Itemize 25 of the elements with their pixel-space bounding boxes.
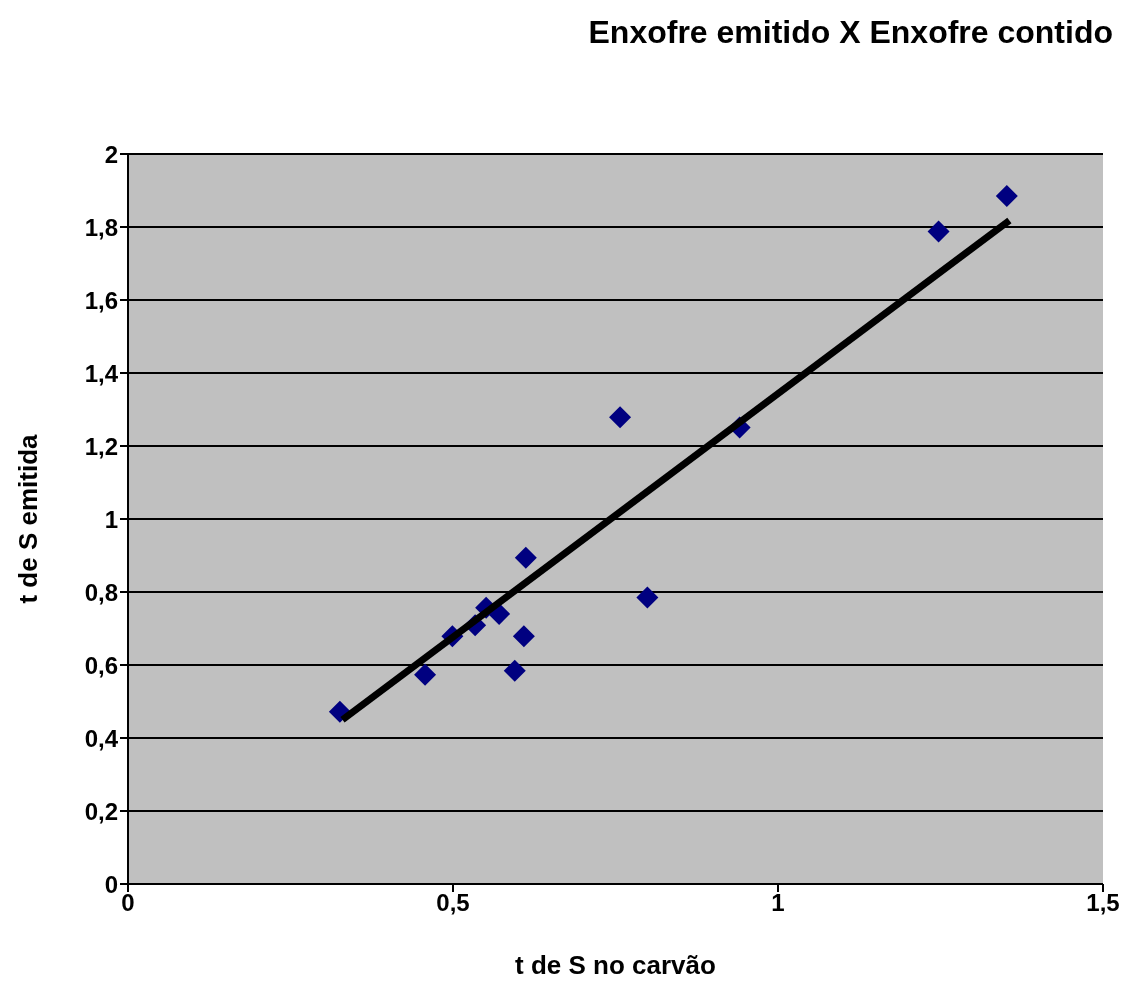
y-tick-label: 0,4 <box>84 724 119 752</box>
x-tick-label: 1,5 <box>1086 889 1120 917</box>
y-tick-label: 0,8 <box>84 578 118 606</box>
point <box>636 586 659 609</box>
point <box>512 625 535 648</box>
point <box>995 184 1018 207</box>
y-tick-label: 1 <box>104 505 118 533</box>
point <box>503 659 526 682</box>
point <box>414 663 437 686</box>
y-tick-label: 1,6 <box>84 286 118 314</box>
x-tick-label: 1 <box>771 889 785 917</box>
y-tick-label: 0,2 <box>84 797 118 825</box>
y-tick-label: 0 <box>104 870 118 898</box>
y-tick-label: 0,6 <box>84 651 118 679</box>
y-tick-label: 1,4 <box>84 359 119 387</box>
x-tick-label: 0,5 <box>436 889 470 917</box>
y-tick-label: 1,8 <box>84 213 118 241</box>
point <box>514 546 537 569</box>
y-axis-title: t de S emitida <box>13 433 44 604</box>
point <box>609 406 632 429</box>
chart-title: Enxofre emitido X Enxofre contido <box>587 13 1114 52</box>
x-axis-title: t de S no carvão <box>515 950 716 980</box>
y-tick-label: 1,2 <box>84 432 118 460</box>
point <box>927 220 950 243</box>
y-tick-label: 2 <box>104 140 118 168</box>
